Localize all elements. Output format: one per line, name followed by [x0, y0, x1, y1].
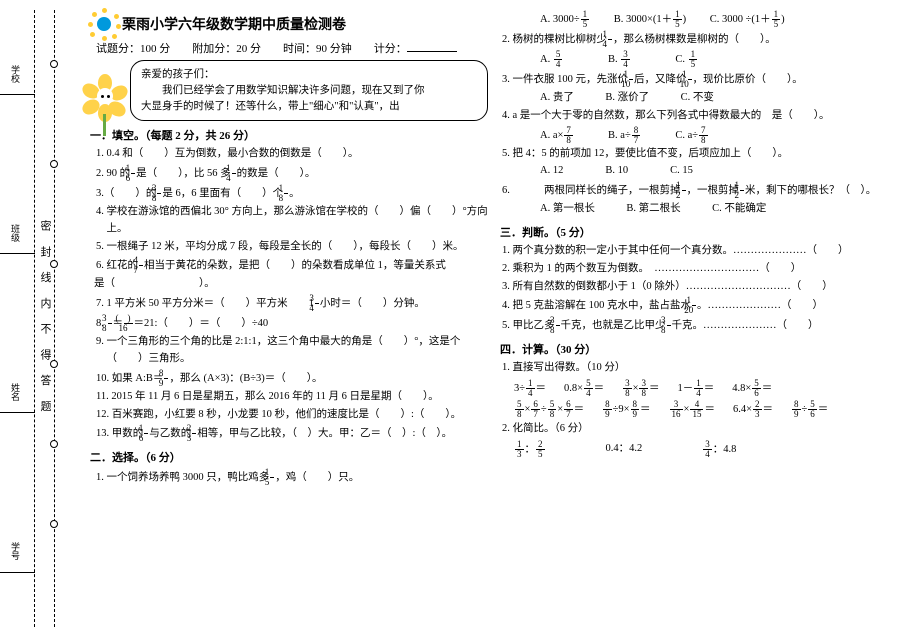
- q2-3: 3. 一件衣服 100 元，先涨价110后，又降价110，现价比原价（ ）。: [502, 70, 910, 89]
- q1-12: 12. 百米赛跑，小红要 8 秒，小龙要 10 秒，他们的速度比是（ ）:（ ）…: [96, 407, 488, 424]
- q2-4: 4. a 是一个大于零的自然数，那么下列各式中得数最大的 是（ ）。: [502, 108, 910, 125]
- section-2-head: 二．选择。（6 分）: [90, 449, 488, 465]
- q2-1-opts: A. 3000÷15 B. 3000×(1＋15) C. 3000 ÷(1＋15…: [540, 10, 910, 29]
- q3-5: 5. 甲比乙多38千克，也就是乙比甲少38千克。…………………（ ）: [502, 316, 910, 335]
- field-class: 班级: [0, 224, 35, 254]
- q2-6: 6. 两根同样长的绳子，一根剪掉12，一根剪掉12米，剩下的哪根长？（ ）。: [502, 181, 910, 200]
- calc-row-1: 3÷14＝ 0.8×54＝ 38×38＝ 1－14＝ 4.8×56＝: [514, 379, 910, 398]
- q1-4: 4. 学校在游泳馆的西偏北 30° 方向上，那么游泳馆在学校的（ ）偏（ ）°方…: [96, 204, 488, 238]
- q2-1: 1. 一个饲养场养鸭 3000 只，鸭比鸡多15，鸡（ ）只。: [96, 468, 488, 487]
- q2-3-opts: A. 贵了 B. 涨价了 C. 不变: [540, 90, 910, 107]
- section-3-head: 三．判断。（5 分）: [500, 224, 910, 240]
- s4-sub1: 1. 直接写出得数。（10 分）: [502, 360, 910, 377]
- q2-4-opts: A. a×78 B. a÷87 C. a÷78: [540, 126, 910, 145]
- section-4-head: 四．计算。（30 分）: [500, 341, 910, 357]
- q1-11: 11. 2015 年 11 月 6 日是星期五，那么 2016 年的 11 月 …: [96, 389, 488, 406]
- calc-row-2: 58×67÷58×67＝ 89÷9×89＝ 316×415＝ 6.4×23＝ 8…: [514, 400, 910, 419]
- binding-margin: 学校 班级 姓名 学号 密 封 线 内 不 得 答 题: [0, 0, 80, 637]
- q3-1: 1. 两个真分数的积一定小于其中任何一个真分数。…………………（ ）: [502, 243, 910, 260]
- q1-3: 3.（ ）的38是 6，6 里面有（ ）个18。: [96, 184, 488, 203]
- q1-5: 5. 一根绳子 12 米，平均分成 7 段，每段是全长的（ ），每段长（ ）米。: [96, 239, 488, 256]
- q3-2: 2. 乘积为 1 的两个数互为倒数。 …………………………（ ）: [502, 261, 910, 278]
- q1-9: 9. 一个三角形的三个角的比是 2:1:1，这三个角中最大的角是（ ）°，这是个…: [96, 334, 488, 368]
- sun-icon: [90, 10, 118, 38]
- exam-title: 栗雨小学六年级数学期中质量检测卷: [122, 14, 346, 34]
- q3-4: 4. 把 5 克盐溶解在 100 克水中，盐占盐水120。…………………（ ）: [502, 296, 910, 315]
- q2-2-opts: A. 54 B. 34 C. 15: [540, 50, 910, 69]
- q2-5: 5. 把 4：5 的前项加 12，要使比值不变，后项应加上（ ）。: [502, 146, 910, 163]
- exam-meta: 试题分：100 分 附加分：20 分 时间：90 分钟 计分：: [96, 40, 488, 56]
- q2-5-opts: A. 12 B. 10 C. 15: [540, 163, 910, 180]
- cartoon-icon: [84, 78, 126, 136]
- section-1-head: 一．填空。（每题 2 分，共 26 分）: [90, 127, 488, 143]
- left-page: 栗雨小学六年级数学期中质量检测卷 试题分：100 分 附加分：20 分 时间：9…: [90, 10, 488, 627]
- seal-text: 密 封 线 内 不 得 答 题: [37, 220, 53, 417]
- field-school: 学校: [0, 65, 35, 95]
- field-id: 学号: [0, 542, 35, 572]
- field-name: 姓名: [0, 383, 35, 413]
- q3-3: 3. 所有自然数的倒数都小于 1（0 除外）…………………………（ ）: [502, 279, 910, 296]
- q1-13: 13. 甲数的16与乙数的23相等，甲与乙比较，（ ）大。甲：乙＝（ ）:（ ）…: [96, 424, 488, 443]
- q1-7: 7. 1 平方米 50 平方分米＝（ ）平方米 134小时＝（ ）分钟。: [96, 294, 488, 313]
- s4-sub2: 2. 化简比。（6 分）: [502, 421, 910, 438]
- q1-6b: 是（ ）。: [94, 276, 488, 293]
- q1-10: 10. 如果 A:B＝89，那么 (A×3)：(B÷3)＝（ ）。: [96, 369, 488, 388]
- q1-8: 8. 38＝( )16＝21:（ ）＝（ ）÷40: [96, 314, 488, 333]
- q1-1: 1. 0.4 和（ ）互为倒数，最小合数的倒数是（ ）。: [96, 146, 488, 163]
- q1-2: 2. 90 的16是（ ），比 56 多14的数是（ ）。: [96, 164, 488, 183]
- right-page: A. 3000÷15 B. 3000×(1＋15) C. 3000 ÷(1＋15…: [500, 10, 910, 627]
- speech-bubble: 亲爱的孩子们： 我们已经学会了用数学知识解决许多问题，现在又到了你 大显身手的时…: [130, 60, 488, 121]
- q2-6-opts: A. 第一根长 B. 第二根长 C. 不能确定: [540, 201, 910, 218]
- q2-2: 2. 杨树的棵树比柳树少14，那么杨树棵数是柳树的（ ）。: [502, 30, 910, 49]
- simplify-row: 13：25 0.4：4.2 34：4.8: [514, 440, 910, 459]
- q1-6: 6. 红花的47相当于黄花的朵数，是把（ ）的朵数看成单位 1，等量关系式: [96, 256, 488, 275]
